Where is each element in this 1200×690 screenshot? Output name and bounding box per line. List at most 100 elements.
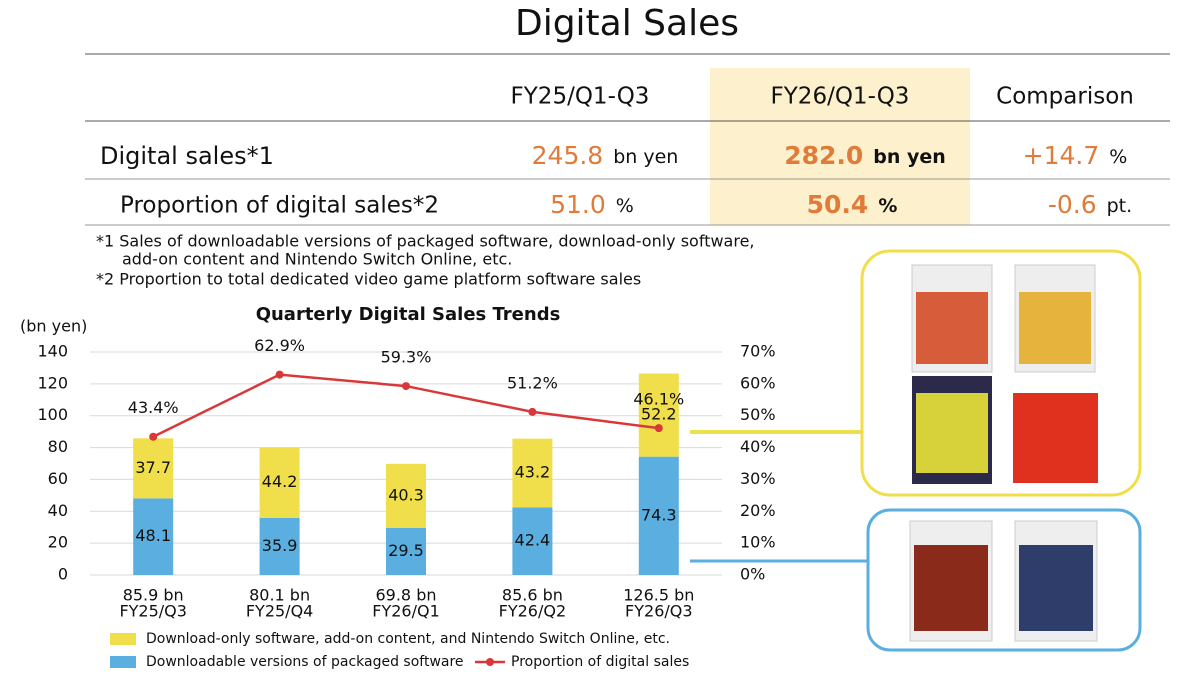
y2-tick-label: 70% (740, 342, 776, 361)
cell-unit: bn yen (873, 146, 946, 168)
y-axis-label: (bn yen) (20, 317, 87, 336)
cell: 51.0% (550, 190, 634, 219)
y-tick-label: 80 (48, 437, 68, 456)
bar-segment (259, 447, 300, 518)
y-tick-label: 60 (48, 469, 68, 488)
cell-value: 282.0 (784, 141, 863, 170)
cell-value: 245.8 (532, 141, 604, 170)
panel (866, 508, 1142, 652)
y2-tick-label: 20% (740, 501, 776, 520)
y-tick-label: 40 (48, 501, 68, 520)
card-art (916, 292, 988, 364)
y-tick-label: 0 (58, 565, 68, 584)
cell: 245.8 bn yen (532, 141, 679, 170)
line-point (654, 424, 663, 433)
x-tick-label: FY25/Q4 (246, 602, 314, 621)
line-label: 43.4% (128, 398, 179, 417)
bar-segment (259, 517, 300, 575)
total-label: 85.9 bn (123, 586, 184, 605)
bar-label: 43.2 (515, 463, 551, 482)
card-art (914, 545, 988, 631)
total-label: 126.5 bn (623, 586, 694, 605)
footnote: *2 Proportion to total dedicated video g… (96, 270, 641, 289)
total-label: 69.8 bn (375, 586, 436, 605)
cell-value: 51.0 (550, 190, 606, 219)
line-point (402, 382, 410, 391)
y-tick-label: 20 (48, 533, 68, 552)
total-label: 85.6 bn (502, 586, 563, 605)
line-label: 62.9% (254, 336, 305, 355)
card-art (1019, 545, 1093, 631)
bar-segment (638, 456, 679, 575)
bar-label: 37.7 (135, 458, 171, 477)
cell: -0.6 pt. (1048, 190, 1132, 219)
y2-tick-label: 60% (740, 373, 776, 392)
cell: 50.4% (807, 190, 898, 219)
column-header: FY25/Q1-Q3 (511, 84, 650, 110)
bar-segment (133, 438, 174, 499)
bar-label: 35.9 (262, 536, 298, 555)
y2-tick-label: 40% (740, 437, 776, 456)
line-label: 46.1% (633, 390, 684, 409)
bar-segment (512, 507, 553, 575)
cell: 282.0 bn yen (784, 141, 946, 170)
legend-swatch (110, 633, 136, 645)
bar-label: 40.3 (388, 485, 424, 504)
line-label: 51.2% (507, 373, 558, 392)
bar-segment (638, 373, 679, 457)
bar-label: 74.3 (641, 505, 677, 524)
cell-unit: pt. (1107, 195, 1133, 217)
line-point (528, 407, 537, 416)
legend-swatch (486, 658, 494, 666)
chart-title: Quarterly Digital Sales Trends (256, 304, 561, 325)
cell-value: -0.6 (1048, 190, 1097, 219)
cell-unit: % (616, 195, 634, 217)
y2-tick-label: 30% (740, 469, 776, 488)
cell-unit: bn yen (613, 146, 678, 168)
y2-tick-label: 10% (740, 533, 776, 552)
bar-segment (512, 438, 553, 508)
cell: +14.7% (1023, 141, 1128, 170)
y-tick-label: 140 (37, 342, 68, 361)
legend-label: Downloadable versions of packaged softwa… (146, 654, 464, 670)
y2-tick-label: 0% (740, 565, 765, 584)
row-label: Proportion of digital sales*2 (120, 193, 439, 219)
x-tick-label: FY26/Q3 (625, 602, 693, 621)
total-label: 80.1 bn (249, 586, 310, 605)
slide-title: Digital Sales (515, 3, 739, 44)
line-point (149, 432, 158, 441)
legend-swatch (110, 656, 136, 668)
card (1013, 393, 1098, 483)
cell-unit: % (878, 195, 897, 217)
x-tick-label: FY26/Q2 (499, 602, 567, 621)
bar-segment (386, 463, 426, 529)
bar-label: 48.1 (135, 526, 171, 545)
cell-value: +14.7 (1023, 141, 1100, 170)
x-tick-label: FY25/Q3 (119, 602, 187, 621)
legend-label: Download-only software, add-on content, … (146, 631, 670, 647)
column-header: Comparison (996, 84, 1134, 110)
footnote: *1 Sales of downloadable versions of pac… (96, 232, 755, 251)
product-panels (690, 249, 1142, 652)
y-tick-label: 120 (37, 373, 68, 392)
column-header: FY26/Q1-Q3 (771, 84, 910, 110)
line-point (275, 370, 284, 379)
bar-label: 42.4 (515, 531, 551, 550)
line-label: 59.3% (381, 348, 432, 367)
cell-unit: % (1109, 146, 1127, 168)
bar-segment (133, 498, 174, 575)
card-art (916, 393, 988, 473)
cell-value: 50.4 (807, 190, 869, 219)
legend-label: Proportion of digital sales (511, 654, 689, 670)
highlight (710, 68, 970, 225)
y-tick-label: 100 (37, 405, 68, 424)
bar-label: 44.2 (262, 472, 298, 491)
panel (860, 249, 1142, 497)
x-tick-label: FY26/Q1 (372, 602, 440, 621)
bar-segment (386, 528, 426, 575)
footnote: add-on content and Nintendo Switch Onlin… (122, 250, 512, 269)
card-art (1019, 292, 1091, 364)
bar-label: 52.2 (641, 405, 677, 424)
